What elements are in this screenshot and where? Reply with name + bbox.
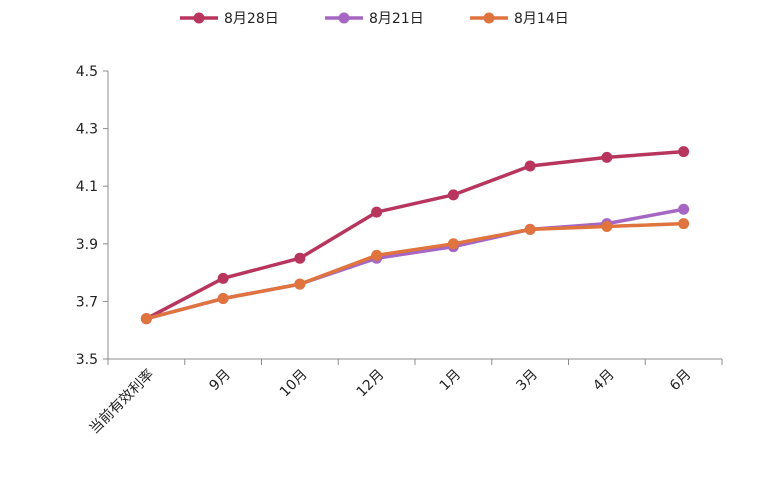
data-point — [447, 238, 459, 250]
x-tick-label: 12月 — [354, 367, 388, 401]
x-tick-label: 6月 — [667, 367, 695, 395]
data-point — [140, 313, 152, 325]
data-point — [371, 249, 383, 261]
series-3 — [140, 218, 690, 325]
data-point — [601, 151, 613, 163]
y-tick-label: 3.5 — [76, 352, 98, 368]
legend: 8月28日 8月21日 8月14日 — [180, 11, 569, 27]
data-point — [601, 221, 613, 233]
x-tick-label: 1月 — [437, 367, 465, 395]
x-axis: 当前有效利率 9月 10月 12月 1月 3月 4月 6月 — [86, 358, 723, 437]
x-tick-label: 10月 — [277, 367, 311, 401]
data-point — [447, 189, 459, 201]
data-point — [524, 223, 536, 235]
legend-item: 8月21日 — [325, 11, 424, 27]
x-tick-label: 当前有效利率 — [86, 366, 157, 437]
data-point — [678, 146, 690, 158]
legend-swatch-marker — [483, 12, 495, 24]
y-axis: 3.5 3.7 3.9 4.1 4.3 4.5 — [76, 64, 109, 368]
data-point — [294, 252, 306, 264]
data-point — [217, 293, 229, 305]
y-tick-label: 3.7 — [76, 294, 98, 310]
series-line — [145, 149, 684, 321]
legend-label: 8月14日 — [514, 11, 569, 27]
data-point — [217, 272, 229, 284]
series-layer — [140, 146, 690, 325]
legend-label: 8月28日 — [224, 11, 279, 27]
x-tick-label: 4月 — [590, 367, 618, 395]
x-tick-label: 3月 — [513, 367, 541, 395]
legend-item: 8月14日 — [470, 11, 569, 27]
series-line — [145, 221, 684, 321]
x-tick-label: 9月 — [206, 367, 234, 395]
data-point — [678, 203, 690, 215]
legend-item: 8月28日 — [180, 11, 279, 27]
y-tick-label: 4.3 — [76, 122, 98, 138]
y-tick-label: 4.5 — [76, 64, 98, 80]
y-tick-label: 4.1 — [76, 179, 98, 195]
y-tick-label: 3.9 — [76, 237, 98, 253]
legend-swatch-marker — [338, 12, 350, 24]
data-point — [294, 278, 306, 290]
legend-label: 8月21日 — [369, 11, 424, 27]
data-point — [524, 160, 536, 172]
data-point — [678, 218, 690, 230]
legend-swatch-marker — [193, 12, 205, 24]
data-point — [371, 206, 383, 218]
